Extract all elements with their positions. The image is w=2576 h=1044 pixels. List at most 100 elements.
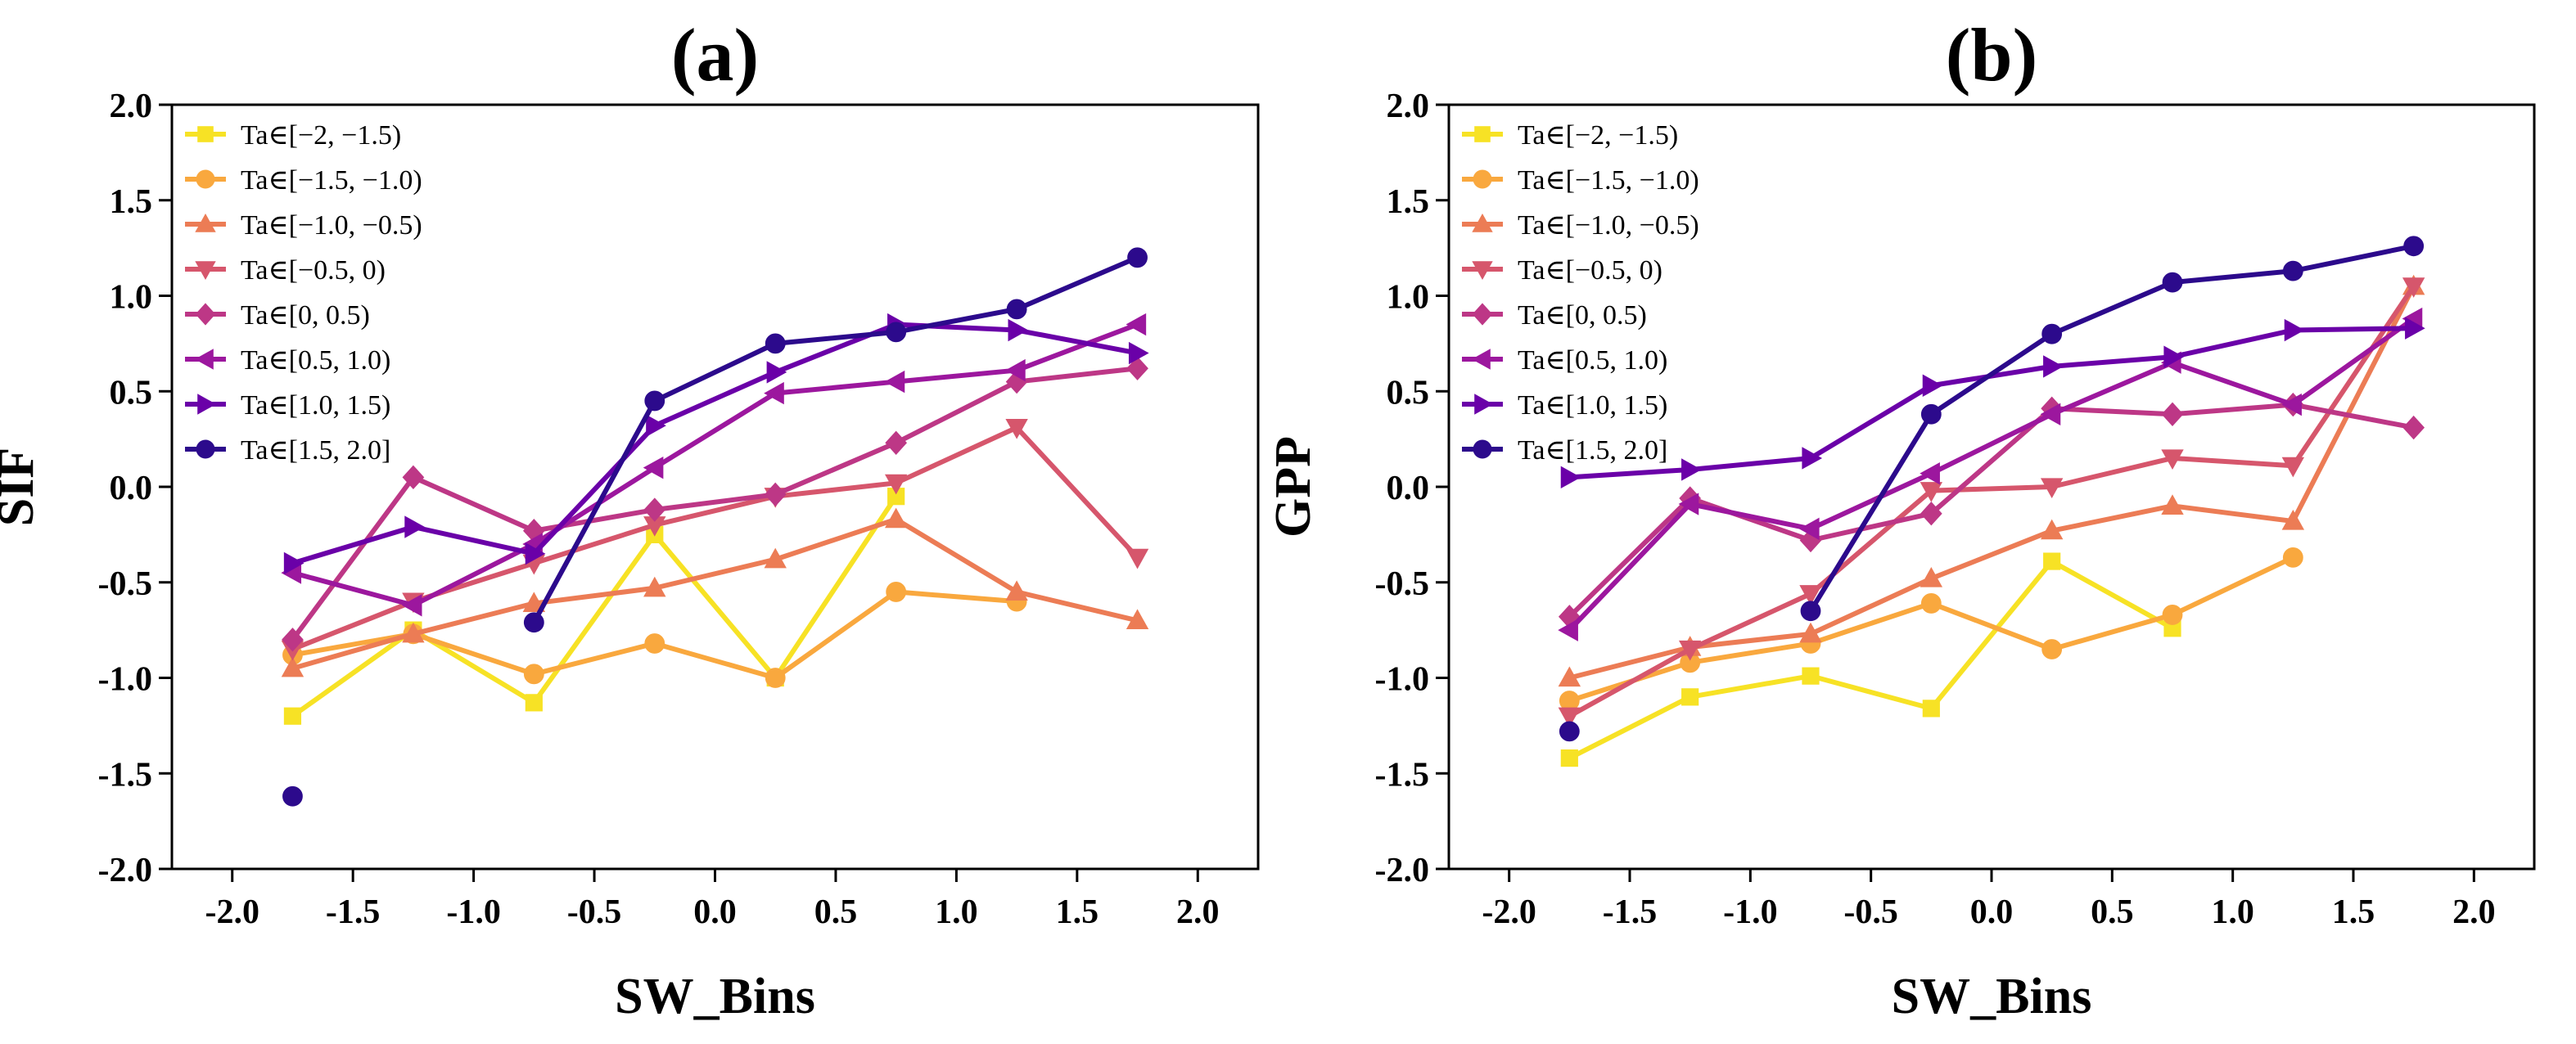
data-point bbox=[2043, 552, 2061, 570]
legend-marker bbox=[1473, 439, 1492, 459]
data-point bbox=[2405, 317, 2425, 340]
legend-label: Ta∈[1.5, 2.0] bbox=[1518, 435, 1667, 466]
data-point bbox=[1802, 667, 1820, 685]
data-point bbox=[1798, 517, 1820, 541]
y-tick-label: -1.0 bbox=[98, 661, 153, 699]
data-point bbox=[2402, 277, 2425, 298]
data-point bbox=[2281, 393, 2302, 416]
x-axis-label: SW_Bins bbox=[615, 969, 815, 1024]
series-line bbox=[1568, 285, 2416, 681]
legend-label: Ta∈[1.5, 2.0] bbox=[241, 435, 390, 466]
data-point bbox=[1560, 466, 1581, 489]
series-5 bbox=[281, 313, 1147, 617]
data-point bbox=[884, 474, 908, 495]
y-tick-label: -1.0 bbox=[1375, 661, 1430, 699]
data-point bbox=[1559, 691, 1580, 711]
legend-marker bbox=[1474, 126, 1491, 142]
data-point bbox=[884, 370, 905, 394]
x-tick-label: -1.5 bbox=[1603, 893, 1658, 931]
series-line bbox=[1568, 402, 2415, 619]
legend-marker bbox=[1471, 349, 1491, 370]
series-3 bbox=[1558, 277, 2425, 728]
legend-label: Ta∈[−1.5, −1.0) bbox=[1518, 165, 1699, 196]
data-point bbox=[2043, 355, 2064, 378]
legend-marker bbox=[194, 349, 214, 370]
legend-label: Ta∈[−1.5, −1.0) bbox=[241, 165, 422, 196]
y-tick-label: 0.0 bbox=[1387, 470, 1430, 507]
data-point bbox=[884, 507, 908, 529]
data-point bbox=[2284, 318, 2305, 342]
data-point bbox=[1678, 640, 1702, 661]
y-tick-label: 1.0 bbox=[1387, 279, 1430, 317]
y-tick-label: 1.0 bbox=[110, 279, 153, 317]
y-tick-label: -0.5 bbox=[98, 565, 153, 603]
y-axis-label: GPP bbox=[1265, 436, 1321, 538]
data-point bbox=[764, 482, 787, 507]
data-point bbox=[1678, 493, 1699, 515]
series-line bbox=[291, 322, 1139, 566]
data-point bbox=[402, 622, 425, 643]
legend-label: Ta∈[0, 0.5) bbox=[241, 300, 370, 331]
data-point bbox=[766, 361, 787, 384]
data-point bbox=[764, 381, 784, 405]
series-4 bbox=[1558, 392, 2425, 629]
panel-title: (a) bbox=[671, 13, 759, 97]
legend-label: Ta∈[−1.0, −0.5) bbox=[241, 210, 422, 241]
data-point bbox=[2163, 345, 2185, 368]
data-point bbox=[402, 465, 425, 490]
data-point bbox=[646, 414, 666, 437]
legend-label: Ta∈[−0.5, 0) bbox=[241, 255, 386, 286]
data-point bbox=[2040, 519, 2064, 540]
legend-marker bbox=[197, 394, 217, 415]
data-point bbox=[282, 785, 303, 807]
data-point bbox=[1560, 749, 1578, 767]
data-point bbox=[765, 668, 786, 688]
data-point bbox=[764, 547, 787, 569]
data-point bbox=[2161, 402, 2184, 426]
series-7 bbox=[282, 247, 1148, 807]
series-7 bbox=[1559, 236, 2425, 742]
data-point bbox=[643, 497, 666, 522]
data-point bbox=[525, 694, 543, 712]
data-point bbox=[523, 612, 544, 633]
data-point bbox=[2162, 272, 2183, 293]
y-tick-label: -0.5 bbox=[1375, 565, 1430, 603]
x-tick-label: -1.5 bbox=[326, 893, 381, 931]
y-tick-label: -2.0 bbox=[98, 852, 153, 889]
data-point bbox=[283, 551, 305, 575]
x-tick-label: 1.5 bbox=[1056, 893, 1099, 931]
legend-label: Ta∈[0.5, 1.0) bbox=[1518, 345, 1667, 376]
x-tick-label: -2.0 bbox=[1482, 893, 1536, 931]
x-tick-label: 1.5 bbox=[2332, 893, 2375, 931]
x-tick-label: 1.0 bbox=[935, 893, 978, 931]
data-point bbox=[1558, 707, 1581, 728]
series-6 bbox=[283, 313, 1149, 575]
x-tick-label: 0.0 bbox=[693, 893, 737, 931]
series-line bbox=[1568, 317, 2416, 632]
data-point bbox=[2281, 457, 2305, 478]
series-2 bbox=[281, 507, 1149, 677]
y-tick-label: 0.5 bbox=[110, 374, 153, 412]
y-tick-label: 2.0 bbox=[1387, 88, 1430, 125]
y-tick-label: 0.0 bbox=[110, 470, 153, 507]
x-tick-label: -2.0 bbox=[205, 893, 259, 931]
data-point bbox=[1126, 609, 1149, 630]
data-point bbox=[1920, 403, 1942, 425]
data-point bbox=[2161, 494, 2184, 515]
legend-marker bbox=[1473, 169, 1492, 189]
data-point bbox=[2041, 323, 2063, 344]
y-tick-label: 1.5 bbox=[110, 183, 153, 221]
x-tick-label: 0.0 bbox=[1970, 893, 2014, 931]
legend-label: Ta∈[−2, −1.5) bbox=[241, 120, 401, 151]
x-tick-label: -1.0 bbox=[1723, 893, 1778, 931]
legend-marker bbox=[195, 213, 216, 232]
data-point bbox=[1126, 548, 1149, 569]
data-point bbox=[1799, 622, 1822, 643]
legend: Ta∈[−2, −1.5) Ta∈[−1.5, −1.0) Ta∈[−1.0, −0… bbox=[1462, 120, 1699, 466]
data-point bbox=[1800, 601, 1821, 622]
legend-label: Ta∈[−2, −1.5) bbox=[1518, 120, 1678, 151]
legend-marker bbox=[1472, 261, 1493, 281]
data-point bbox=[2403, 236, 2425, 257]
data-point bbox=[1920, 461, 1940, 485]
